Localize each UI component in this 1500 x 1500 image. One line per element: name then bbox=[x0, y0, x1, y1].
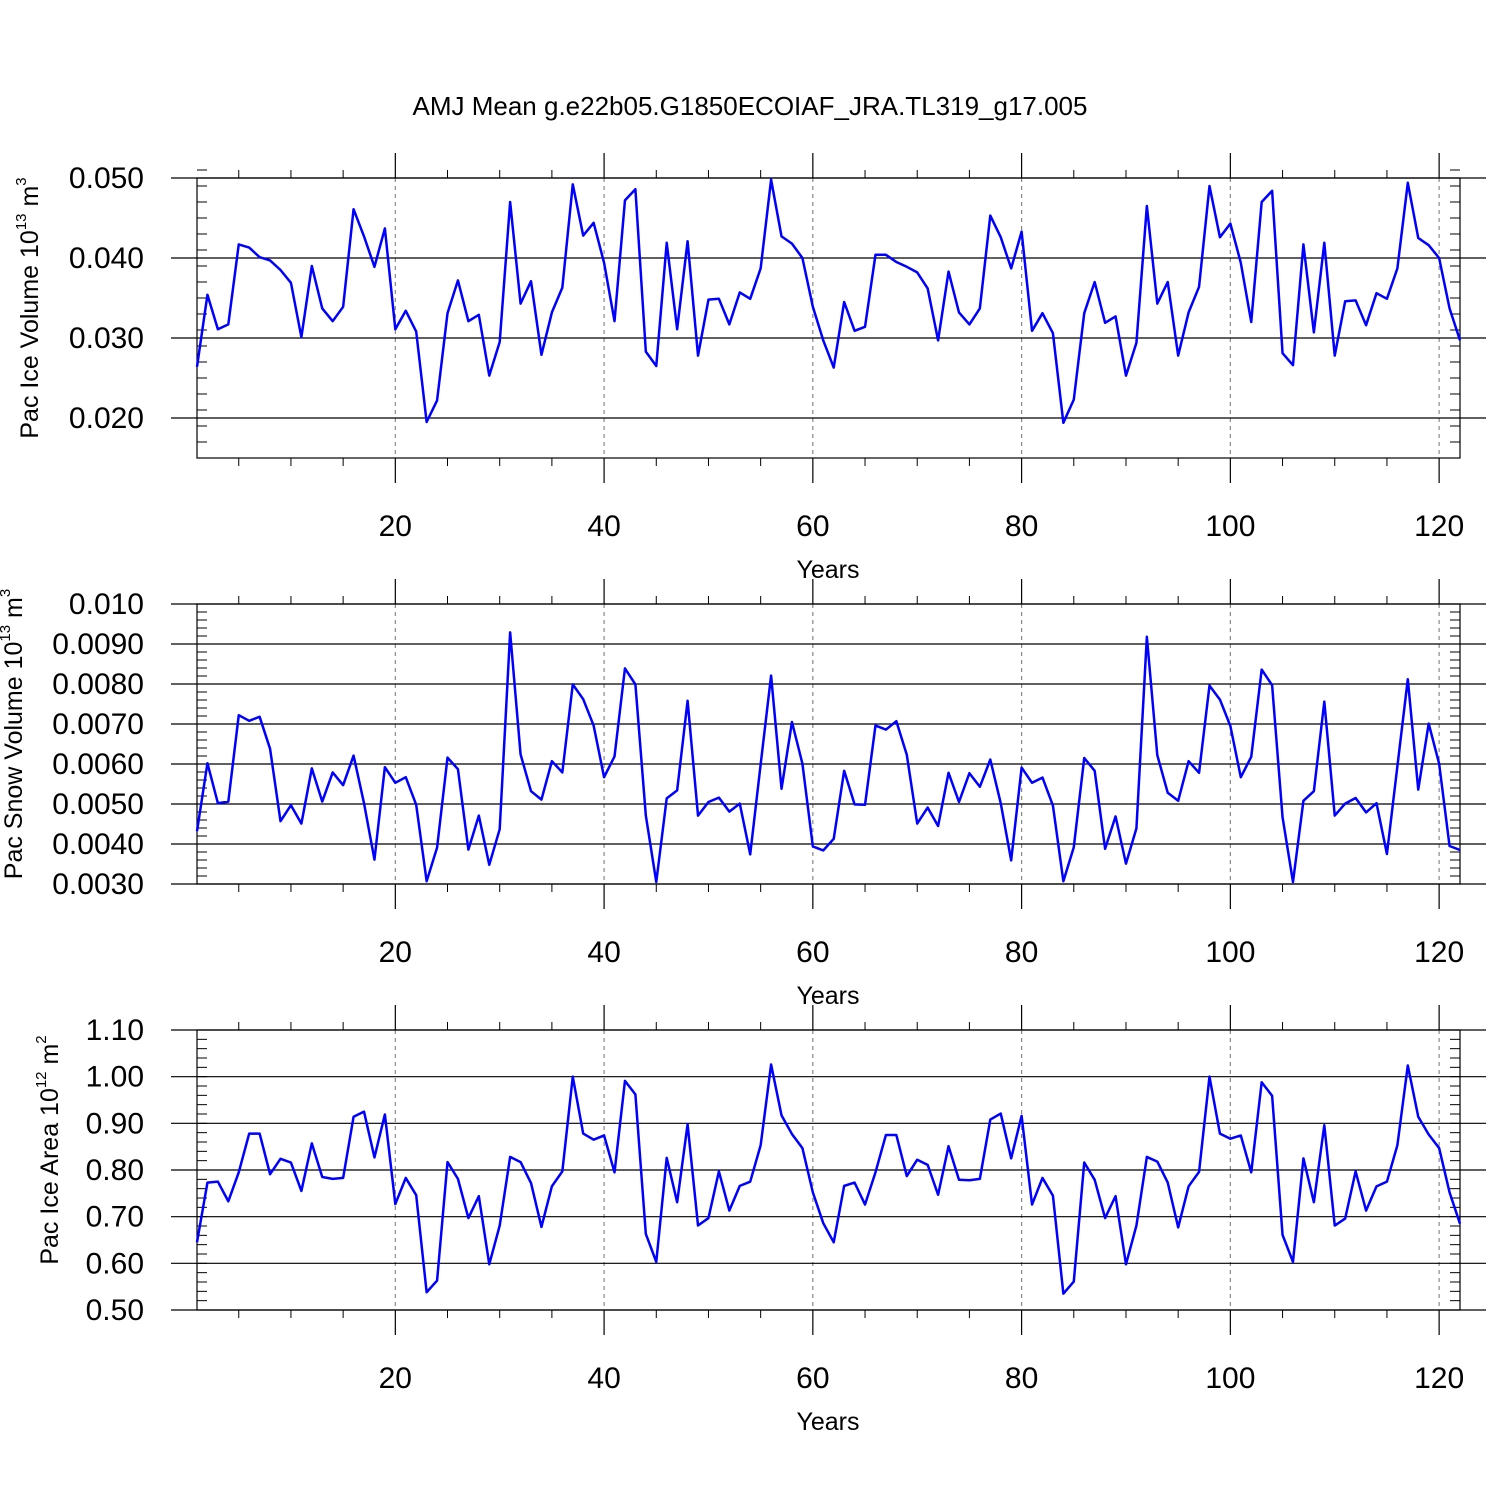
y-tick-label: 0.0030 bbox=[52, 868, 144, 901]
plot-frame bbox=[196, 603, 1461, 885]
x-tick-label: 80 bbox=[1005, 510, 1038, 543]
y-tick-label: 0.0060 bbox=[52, 748, 144, 781]
y-tick-label: 0.60 bbox=[86, 1247, 144, 1280]
x-tick-label: 40 bbox=[587, 936, 620, 969]
y-axis-label: Pac Snow Volume 1013 m3 bbox=[0, 589, 28, 879]
y-tick-label: 0.0070 bbox=[52, 708, 144, 741]
series-line bbox=[195, 1063, 1462, 1295]
y-tick-label: 0.040 bbox=[69, 242, 144, 275]
y-axis-label-exponent: 12 bbox=[33, 1071, 50, 1088]
x-tick-label: 120 bbox=[1414, 510, 1464, 543]
y-tick-label: 0.80 bbox=[86, 1154, 144, 1187]
plot-frame bbox=[196, 177, 1461, 459]
y-axis-label-text: Pac Snow Volume 10 bbox=[0, 642, 28, 880]
y-tick-label: 1.10 bbox=[86, 1014, 144, 1047]
x-tick-label: 60 bbox=[796, 510, 829, 543]
x-tick-label: 40 bbox=[587, 1362, 620, 1395]
y-tick-label: 0.0080 bbox=[52, 668, 144, 701]
panels: 0.020 0.030 0.040 0.050 20 40 60 80 100 120 Years P… bbox=[0, 153, 1486, 1436]
y-axis-label-unit: m bbox=[36, 1044, 64, 1072]
chart-panel-2: 0.0030 0.0040 0.0050 0.0060 0.0070 0.0080 0.00… bbox=[0, 579, 1486, 1010]
x-axis-label: Years bbox=[796, 1408, 859, 1436]
y-tick-label: 0.050 bbox=[69, 162, 144, 195]
x-tick-label: 100 bbox=[1205, 1362, 1255, 1395]
x-axis-label: Years bbox=[796, 556, 859, 584]
x-tick-label: 100 bbox=[1205, 510, 1255, 543]
series-line bbox=[195, 631, 1461, 884]
x-axis-label: Years bbox=[796, 982, 859, 1010]
y-tick-label: 0.50 bbox=[86, 1294, 144, 1327]
x-tick-label: 20 bbox=[379, 510, 412, 543]
y-tick-label: 0.0050 bbox=[52, 788, 144, 821]
y-axis-label-unit-exponent: 2 bbox=[33, 1035, 50, 1043]
x-tick-label: 80 bbox=[1005, 1362, 1038, 1395]
y-axis-label-text: Pac Ice Area 10 bbox=[36, 1088, 64, 1265]
chart-panel-3: 0.50 0.60 0.70 0.80 0.90 1.00 1.10 20 40 60 80 100 1… bbox=[33, 1005, 1486, 1436]
y-tick-label: 0.0040 bbox=[52, 828, 144, 861]
x-tick-label: 80 bbox=[1005, 936, 1038, 969]
y-tick-label: 0.030 bbox=[69, 322, 144, 355]
y-axis-label-exponent: 13 bbox=[13, 213, 30, 230]
x-tick-label: 120 bbox=[1414, 1362, 1464, 1395]
y-axis-label-exponent: 13 bbox=[0, 625, 14, 642]
x-tick-label: 60 bbox=[796, 936, 829, 969]
y-axis-label: Pac Ice Volume 1013 m3 bbox=[13, 177, 44, 438]
x-tick-label: 60 bbox=[796, 1362, 829, 1395]
x-tick-label: 100 bbox=[1205, 936, 1255, 969]
chart-title: AMJ Mean g.e22b05.G1850ECOIAF_JRA.TL319_… bbox=[413, 91, 1088, 121]
y-axis-label: Pac Ice Area 1012 m2 bbox=[33, 1035, 64, 1264]
y-axis-label-text: Pac Ice Volume 10 bbox=[16, 230, 44, 438]
x-tick-label: 20 bbox=[379, 1362, 412, 1395]
y-axis-label-unit-exponent: 3 bbox=[13, 177, 30, 185]
y-tick-label: 0.020 bbox=[69, 402, 144, 435]
x-tick-label: 20 bbox=[379, 936, 412, 969]
y-axis-label-unit: m bbox=[0, 597, 28, 625]
y-tick-label: 0.010 bbox=[69, 588, 144, 621]
chart-panel-1: 0.020 0.030 0.040 0.050 20 40 60 80 100 120 Years P… bbox=[13, 153, 1486, 584]
y-tick-label: 0.0090 bbox=[52, 628, 144, 661]
y-tick-label: 0.90 bbox=[86, 1107, 144, 1140]
x-tick-label: 40 bbox=[587, 510, 620, 543]
y-tick-label: 1.00 bbox=[86, 1061, 144, 1094]
series-line bbox=[195, 178, 1462, 425]
x-tick-label: 120 bbox=[1414, 936, 1464, 969]
y-axis-label-unit-exponent: 3 bbox=[0, 589, 14, 597]
y-tick-label: 0.70 bbox=[86, 1201, 144, 1234]
y-axis-label-unit: m bbox=[16, 186, 44, 214]
